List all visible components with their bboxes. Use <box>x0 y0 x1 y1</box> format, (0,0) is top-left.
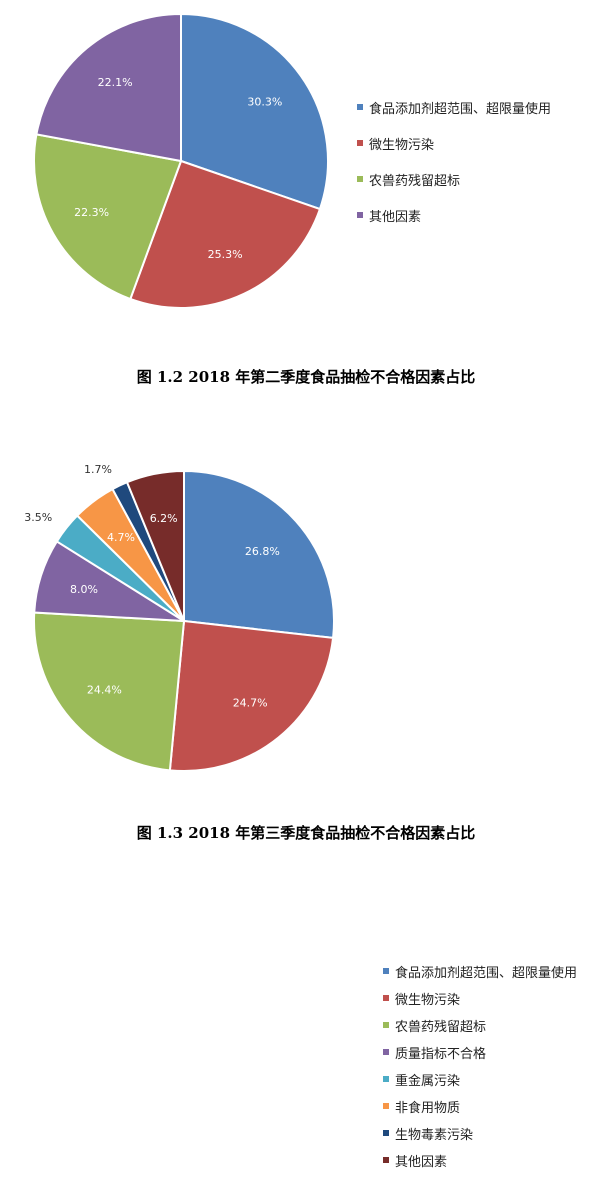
pie-slice <box>183 469 335 640</box>
legend-swatch <box>383 1103 389 1109</box>
legend-item: 微生物污染 <box>383 989 577 1008</box>
data-label: 24.7% <box>233 697 268 710</box>
legend-item: 生物毒素污染 <box>383 1124 577 1143</box>
legend-swatch <box>383 1157 389 1163</box>
data-label: 1.7% <box>84 463 112 476</box>
legend-item: 微生物污染 <box>357 134 551 153</box>
legend-swatch <box>383 1022 389 1028</box>
legend-label: 非食用物质 <box>395 1100 461 1116</box>
legend-swatch <box>357 212 363 218</box>
legend-item: 重金属污染 <box>383 1070 577 1089</box>
pie-chart-q2: 30.3% 25.3% 22.3% 22.1% 食品添加剂超范围、超限量使用 微生物污染… <box>0 0 612 400</box>
legend-item: 其他因素 <box>383 1151 577 1170</box>
pie-slice <box>129 159 322 309</box>
data-label: 22.3% <box>74 206 109 219</box>
data-label: 8.0% <box>70 583 98 596</box>
legend-item: 非食用物质 <box>383 1097 577 1116</box>
legend-item: 食品添加剂超范围、超限量使用 <box>383 962 578 981</box>
pie-slice <box>180 12 329 211</box>
pie-chart-q3-plot: 26.8% 24.7% 24.4% 8.0% 3.5% 4.7% 1.7% 6.2% <box>24 463 335 772</box>
legend-swatch <box>383 995 389 1001</box>
legend-swatch <box>357 140 363 146</box>
data-label: 6.2% <box>150 512 178 525</box>
legend-label: 食品添加剂超范围、超限量使用 <box>395 965 578 981</box>
legend-label: 农兽药残留超标 <box>369 173 461 189</box>
pie-slice <box>125 469 185 622</box>
legend-q3: 食品添加剂超范围、超限量使用 微生物污染农兽药残留超标 质量指标不合格 重金属污染非食… <box>383 962 577 1178</box>
legend-label: 质量指标不合格 <box>395 1046 487 1062</box>
legend-label: 食品添加剂超范围、超限量使用 <box>369 101 552 117</box>
legend-label: 其他因素 <box>395 1154 448 1170</box>
legend-item: 质量指标不合格 <box>383 1043 577 1062</box>
data-label: 22.1% <box>98 76 133 89</box>
data-label: 26.8% <box>245 545 280 558</box>
legend-swatch <box>383 968 389 974</box>
legend-swatch <box>383 1049 389 1055</box>
pie-slice <box>35 12 182 163</box>
pie-chart-q3: 26.8% 24.7% 24.4% 8.0% 3.5% 4.7% 1.7% 6.2% 食品添加… <box>0 446 612 1169</box>
legend-label: 其他因素 <box>369 209 422 225</box>
legend-label: 重金属污染 <box>395 1073 461 1089</box>
legend-item: 食品添加剂超范围、超限量使用 <box>357 98 552 117</box>
legend-swatch <box>383 1076 389 1082</box>
data-label: 24.4% <box>87 683 122 696</box>
legend-item: 农兽药残留超标 <box>383 1016 577 1035</box>
data-label: 25.3% <box>208 248 243 261</box>
legend-swatch <box>357 176 363 182</box>
legend-label: 微生物污染 <box>369 137 435 153</box>
chart-title-q2: 图 1.2 2018 年第二季度食品抽检不合格因素占比 <box>136 368 476 386</box>
chart-title-q3: 图 1.3 2018 年第三季度食品抽检不合格因素占比 <box>136 824 476 842</box>
legend-label: 微生物污染 <box>395 992 461 1008</box>
legend-label: 生物毒素污染 <box>395 1127 474 1143</box>
data-label: 30.3% <box>247 95 282 108</box>
legend-item: 农兽药残留超标 <box>357 170 551 189</box>
legend-swatch <box>357 104 363 110</box>
legend-label: 农兽药残留超标 <box>395 1019 487 1035</box>
pie-slice <box>33 611 186 772</box>
pie-slice <box>33 133 183 301</box>
legend-q2: 食品添加剂超范围、超限量使用 微生物污染农兽药残留超标 其他因素 <box>357 98 551 242</box>
data-label: 4.7% <box>107 531 135 544</box>
data-label: 3.5% <box>24 511 52 524</box>
legend-swatch <box>383 1130 389 1136</box>
legend-item: 其他因素 <box>357 206 551 225</box>
pie-chart-q2-plot: 30.3% 25.3% 22.3% 22.1% <box>33 12 329 309</box>
pie-slice <box>168 619 335 772</box>
